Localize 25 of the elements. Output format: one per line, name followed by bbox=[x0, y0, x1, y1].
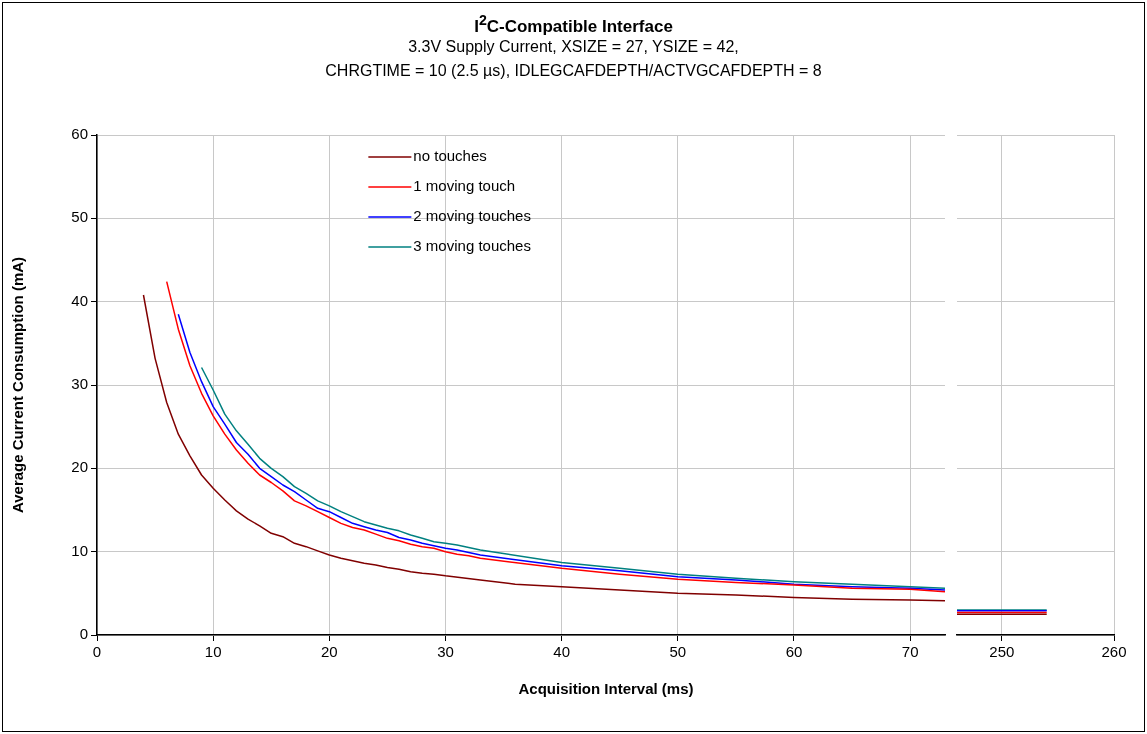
chart-title: I$^{2}$C-Compatible Interface bbox=[473, 12, 674, 37]
x-tick-label: 260 bbox=[1101, 643, 1127, 661]
y-tick-label: 10 bbox=[71, 541, 88, 559]
y-tick-label: 30 bbox=[71, 375, 88, 393]
x-tick-label: 30 bbox=[437, 643, 454, 661]
legend-label: 1 moving touch bbox=[413, 177, 516, 195]
y-tick-label: 0 bbox=[79, 625, 88, 643]
x-tick-label: 50 bbox=[669, 643, 687, 661]
y-tick-label: 20 bbox=[71, 458, 88, 476]
x-tick-label: 0 bbox=[92, 643, 102, 661]
x-tick-label: 60 bbox=[785, 643, 803, 661]
x-tick-label: 70 bbox=[901, 643, 919, 661]
legend-label: 3 moving touches bbox=[413, 237, 531, 255]
y-tick-label: 60 bbox=[71, 125, 88, 143]
x-tick-label: 20 bbox=[320, 643, 338, 661]
legend-label: no touches bbox=[413, 147, 487, 165]
y-tick-label: 50 bbox=[71, 208, 88, 226]
chart-subtitle: 3.3V Supply Current, XSIZE = 27, YSIZE = 42, CHRGTIME = 10 (2.5 µs), IDLEGCAFDEPTH/ACTVGCAFDEPTH = 8 bbox=[324, 37, 823, 81]
x-tick-label: 10 bbox=[204, 643, 222, 661]
x-tick-label: 40 bbox=[553, 643, 570, 661]
y-tick-label: 40 bbox=[71, 291, 88, 309]
legend-label: 2 moving touches bbox=[413, 207, 531, 225]
x-axis-title: Acquisition Interval (ms) bbox=[517, 680, 695, 697]
x-tick-label: 250 bbox=[989, 643, 1015, 661]
y-axis-title: Average Current Consumption (mA) bbox=[9, 256, 27, 514]
